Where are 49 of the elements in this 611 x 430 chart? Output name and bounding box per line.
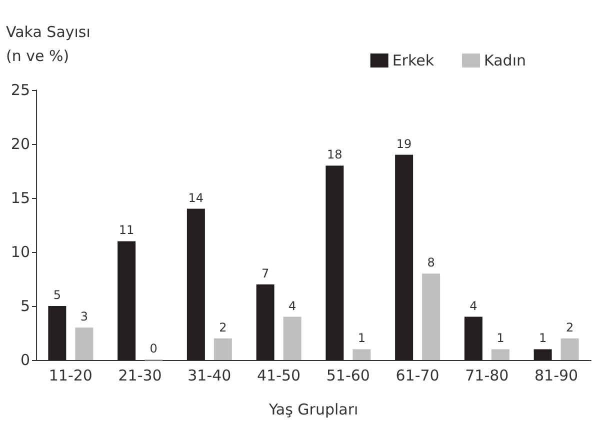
data-label: 2 [219,320,227,334]
data-label: 1 [358,331,366,346]
data-label: 2 [566,320,574,334]
bar [256,284,274,360]
data-label: 14 [188,190,204,205]
x-tick-label: 31-40 [188,366,232,384]
bar [48,306,66,360]
data-label: 1 [538,331,547,346]
bar [464,316,482,360]
x-tick-label: 21-30 [118,366,162,384]
bar [560,338,579,360]
x-tick-label: 71-80 [465,366,509,384]
bar [395,154,414,360]
data-label: 4 [470,298,478,313]
y-tick-label: 20 [10,135,30,153]
x-tick-label: 11-20 [48,366,92,384]
x-axis-title: Yaş Grupları [268,400,358,418]
data-label: 18 [327,148,342,162]
bar [118,241,136,360]
x-tick-label: 41-50 [257,366,301,384]
legend-label: Erkek [392,52,434,70]
data-label: 7 [261,266,270,280]
data-label: 8 [427,256,435,270]
bar [214,338,232,360]
y-tick-label: 0 [20,351,30,369]
x-tick-label: 51-60 [326,366,370,384]
bar [491,349,510,360]
bar [352,349,371,360]
y-tick-label: 5 [20,297,30,315]
data-label: 3 [80,310,88,324]
data-label: 0 [150,342,158,356]
bar [75,328,94,360]
legend-label: Kadın [484,52,526,70]
y-tick-label: 10 [10,243,30,261]
y-tick-label: 15 [10,189,30,207]
bar [186,208,205,360]
bar [534,349,552,360]
bar [283,316,302,360]
bar [422,274,440,360]
bar [326,166,344,360]
data-label: 1 [496,331,504,346]
data-label: 5 [53,288,62,302]
y-tick-label: 25 [10,81,30,99]
data-label: 11 [118,223,134,238]
data-label: 19 [396,136,412,151]
y-axis-title: Vaka Sayısı (n ve %) [6,23,90,65]
data-label: 4 [288,298,296,313]
x-tick-label: 61-70 [396,366,440,384]
x-tick-label: 81-90 [534,366,578,384]
